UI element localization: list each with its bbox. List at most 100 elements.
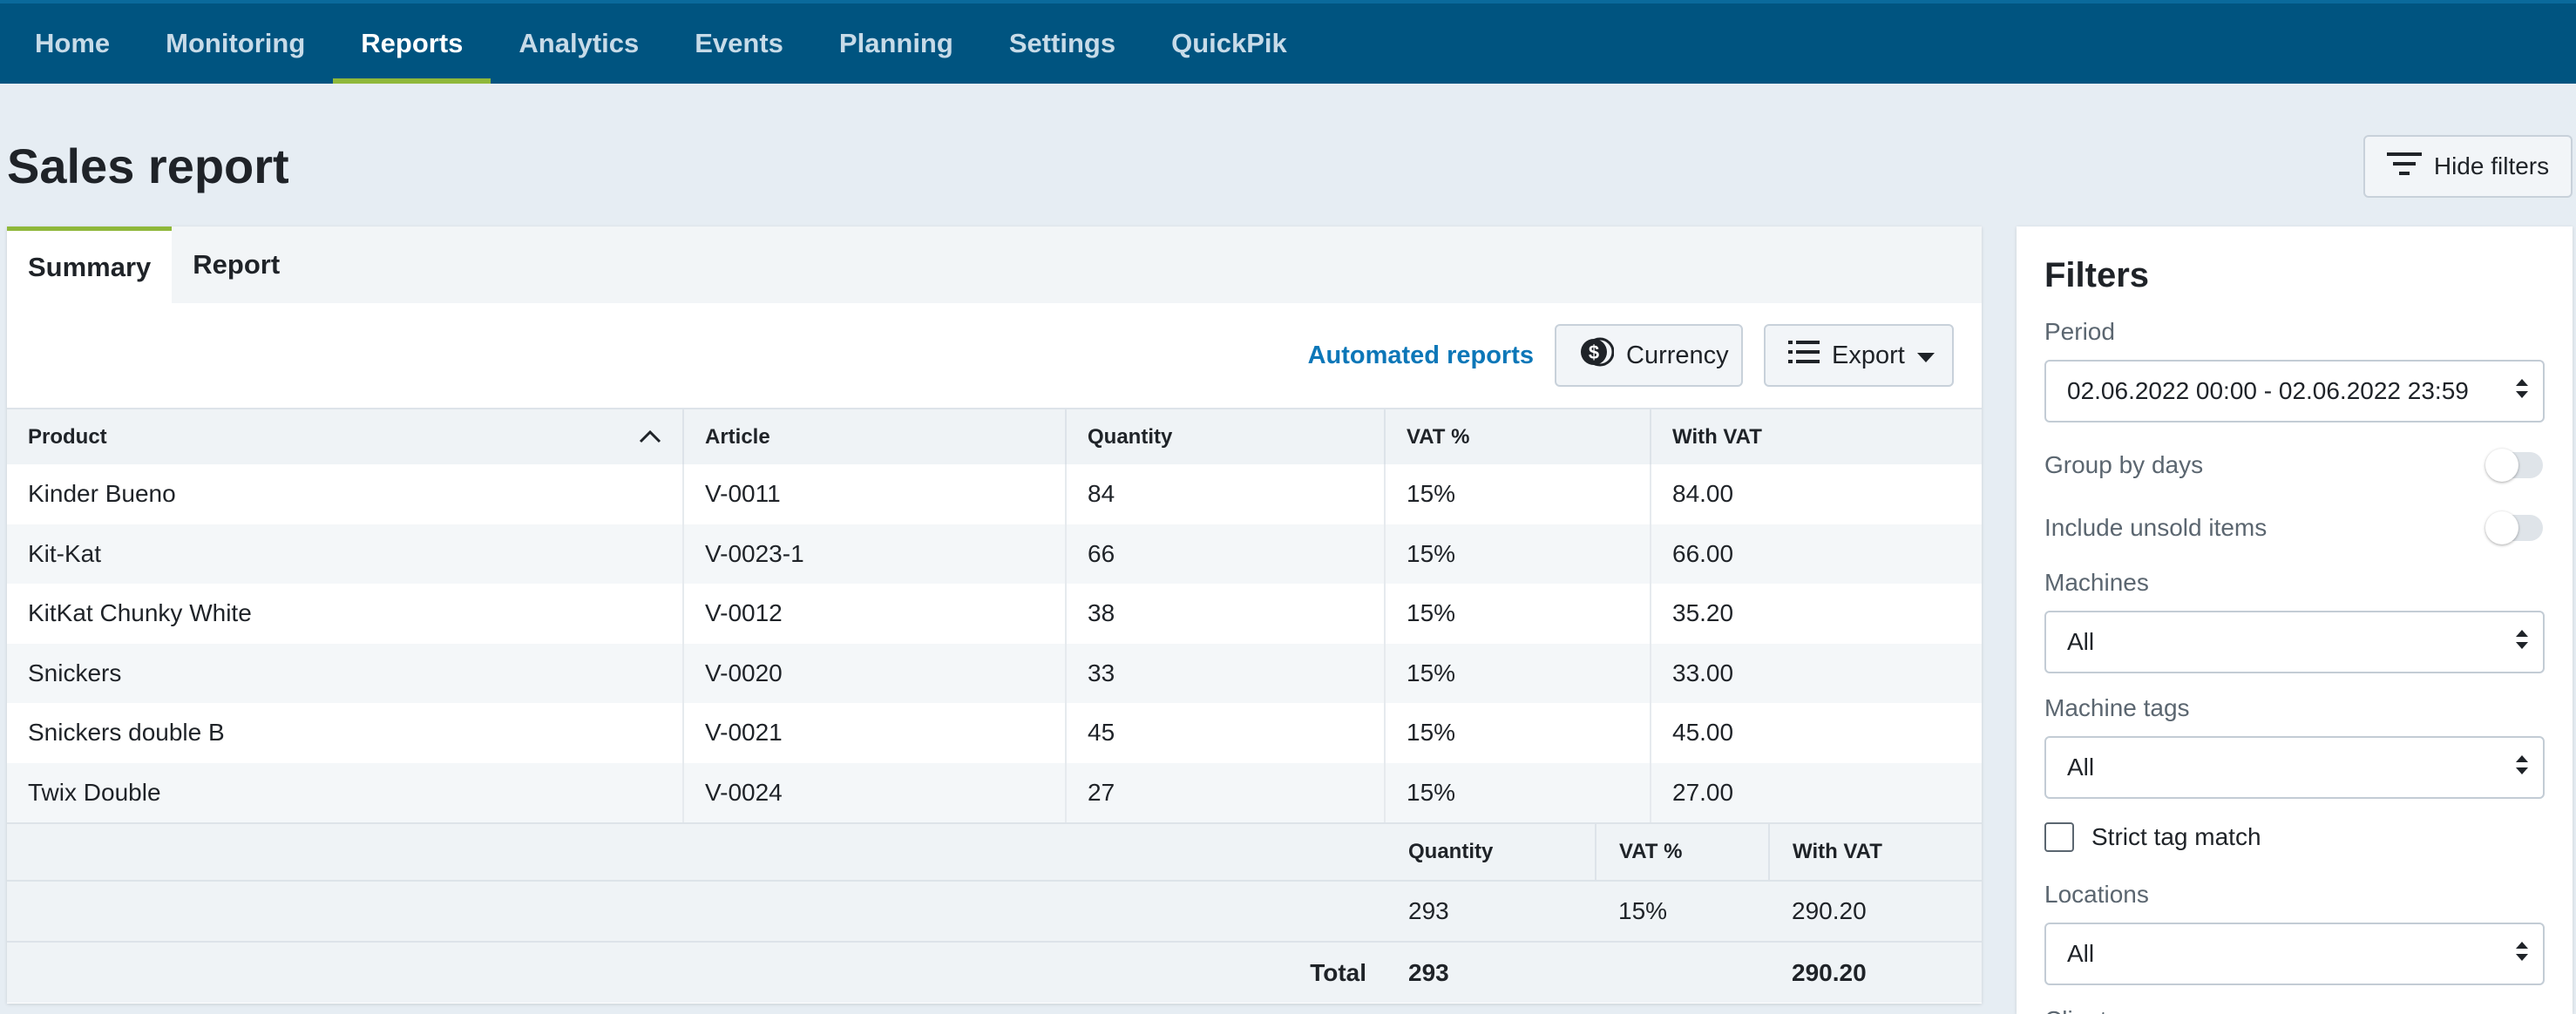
cell-with-vat: 27.00 — [1651, 762, 1982, 822]
summary-vat: 15% — [1596, 880, 1769, 942]
cell-product: Snickers — [7, 643, 684, 703]
cell-vat: 15% — [1385, 464, 1651, 524]
summary-total-row: Total 293 290.20 — [7, 941, 1982, 1003]
table-row: Kit-Kat V-0023-1 66 15% 66.00 — [7, 524, 1982, 584]
include-unsold-toggle[interactable] — [2485, 511, 2543, 544]
group-by-days-row: Group by days — [2044, 443, 2545, 487]
summary-spacer — [7, 880, 1386, 942]
cell-with-vat: 45.00 — [1672, 719, 1734, 747]
cell-product: KitKat Chunky White — [7, 584, 684, 644]
locations-value: All — [2067, 940, 2095, 967]
column-header-with-vat[interactable]: With VAT — [1651, 408, 1982, 464]
cell-vat: 15% — [1385, 703, 1651, 763]
cell-article: V-0011 — [683, 464, 1067, 524]
export-button[interactable]: Export — [1764, 324, 1954, 387]
cell-vat: 15% — [1385, 524, 1651, 584]
group-by-days-toggle[interactable] — [2485, 449, 2543, 482]
cell-with-vat: 84.00 — [1672, 480, 1734, 508]
cell-quantity: 38 — [1066, 584, 1386, 644]
page-title: Sales report — [7, 139, 289, 193]
select-arrows-icon — [2515, 377, 2529, 406]
filter-lines-icon — [2386, 151, 2422, 183]
report-card: Summary Report Automated reports $ Curre… — [7, 226, 1982, 1004]
nav-analytics[interactable]: Analytics — [519, 28, 640, 58]
machine-tags-label: Machine tags — [2044, 694, 2190, 721]
summary-header-quantity: Quantity — [1386, 822, 1596, 881]
nav-home[interactable]: Home — [35, 28, 111, 58]
table-row: Kinder Bueno V-0011 84 15% 84.00 — [7, 464, 1982, 524]
nav-planning[interactable]: Planning — [838, 28, 953, 58]
select-arrows-icon — [2515, 754, 2529, 782]
summary-values-row: 293 15% 290.20 — [7, 880, 1982, 942]
summary-header-vat: VAT % — [1596, 822, 1770, 881]
report-tabs: Summary Report — [7, 226, 1982, 303]
select-arrows-icon — [2515, 940, 2529, 969]
period-label: Period — [2044, 318, 2115, 345]
nav-events[interactable]: Events — [695, 28, 783, 58]
list-icon — [1788, 339, 1820, 372]
machines-value: All — [2067, 628, 2095, 655]
table-header-row: Product Article Quantity VAT % With VAT — [7, 408, 1982, 464]
strict-tag-match-row: Strict tag match — [2044, 820, 2545, 855]
export-label: Export — [1832, 341, 1905, 369]
cell-vat: 15% — [1385, 584, 1651, 644]
currency-button[interactable]: $ Currency — [1555, 324, 1743, 387]
group-by-days-label: Group by days — [2044, 451, 2204, 478]
tab-report[interactable]: Report — [193, 249, 281, 280]
column-header-product[interactable]: Product — [7, 408, 684, 464]
cell-article: V-0021 — [683, 703, 1067, 763]
summary-spacer — [7, 822, 1386, 881]
cell-article: V-0024 — [683, 762, 1067, 822]
hide-filters-label: Hide filters — [2433, 152, 2550, 179]
caret-down-icon — [1916, 341, 1935, 370]
cell-quantity: 84 — [1066, 464, 1386, 524]
sort-ascending-icon[interactable] — [639, 425, 661, 450]
summary-header-row: Quantity VAT % With VAT — [7, 822, 1982, 881]
period-select[interactable]: 02.06.2022 00:00 - 02.06.2022 23:59 — [2044, 360, 2545, 422]
hide-filters-button[interactable]: Hide filters — [2363, 135, 2573, 198]
currency-coins-icon: $ — [1579, 335, 1615, 376]
top-navigation: Home Monitoring Reports Analytics Events… — [0, 0, 2576, 84]
machines-label: Machines — [2044, 569, 2149, 596]
cell-with-vat: 66.00 — [1651, 524, 1982, 584]
filters-panel: Filters Period 02.06.2022 00:00 - 02.06.… — [2017, 226, 2573, 1014]
cell-quantity: 33 — [1066, 643, 1386, 703]
tab-summary[interactable]: Summary — [7, 226, 173, 303]
summary-quantity: 293 — [1386, 880, 1596, 942]
machine-tags-select[interactable]: All — [2044, 736, 2545, 799]
cell-vat: 15% — [1385, 643, 1651, 703]
cell-article: V-0012 — [683, 584, 1067, 644]
locations-select[interactable]: All — [2044, 923, 2545, 985]
table-row: KitKat Chunky White V-0012 38 15% 35.20 — [7, 584, 1982, 644]
machines-select[interactable]: All — [2044, 611, 2545, 673]
table-row: Snickers double B V-0021 45 15% 45.00 — [7, 703, 1982, 763]
column-header-vat[interactable]: VAT % — [1385, 408, 1651, 464]
cell-with-vat: 33.00 — [1651, 643, 1982, 703]
column-header-label: Product — [28, 424, 107, 449]
cell-product: Kit-Kat — [7, 524, 684, 584]
cell-product: Snickers double B — [7, 703, 684, 763]
filters-title: Filters — [2044, 256, 2150, 294]
total-vat-empty — [1596, 941, 1769, 1003]
select-arrows-icon — [2515, 628, 2529, 657]
automated-reports-link[interactable]: Automated reports — [1307, 341, 1534, 369]
period-value: 02.06.2022 00:00 - 02.06.2022 23:59 — [2067, 377, 2469, 404]
include-unsold-label: Include unsold items — [2044, 514, 2268, 541]
cell-article: V-0023-1 — [683, 524, 1067, 584]
column-header-quantity[interactable]: Quantity — [1066, 408, 1386, 464]
nav-monitoring[interactable]: Monitoring — [166, 28, 306, 58]
column-header-article[interactable]: Article — [683, 408, 1067, 464]
cell-vat: 15% — [1385, 762, 1651, 822]
strict-tag-match-label: Strict tag match — [2091, 823, 2261, 850]
strict-tag-match-checkbox[interactable] — [2044, 822, 2074, 852]
report-toolbar: Automated reports $ Currency — [7, 303, 1982, 408]
nav-settings[interactable]: Settings — [1008, 28, 1116, 58]
nav-quickpik[interactable]: QuickPik — [1171, 28, 1287, 58]
total-label: Total — [7, 941, 1386, 1003]
table-row: Twix Double V-0024 27 15% 27.00 — [7, 762, 1982, 822]
cell-quantity: 66 — [1066, 524, 1386, 584]
cell-with-vat: 35.20 — [1672, 599, 1734, 627]
include-unsold-row: Include unsold items — [2044, 506, 2545, 550]
nav-reports[interactable]: Reports — [333, 3, 491, 84]
table-row: Snickers V-0020 33 15% 33.00 — [7, 643, 1982, 703]
